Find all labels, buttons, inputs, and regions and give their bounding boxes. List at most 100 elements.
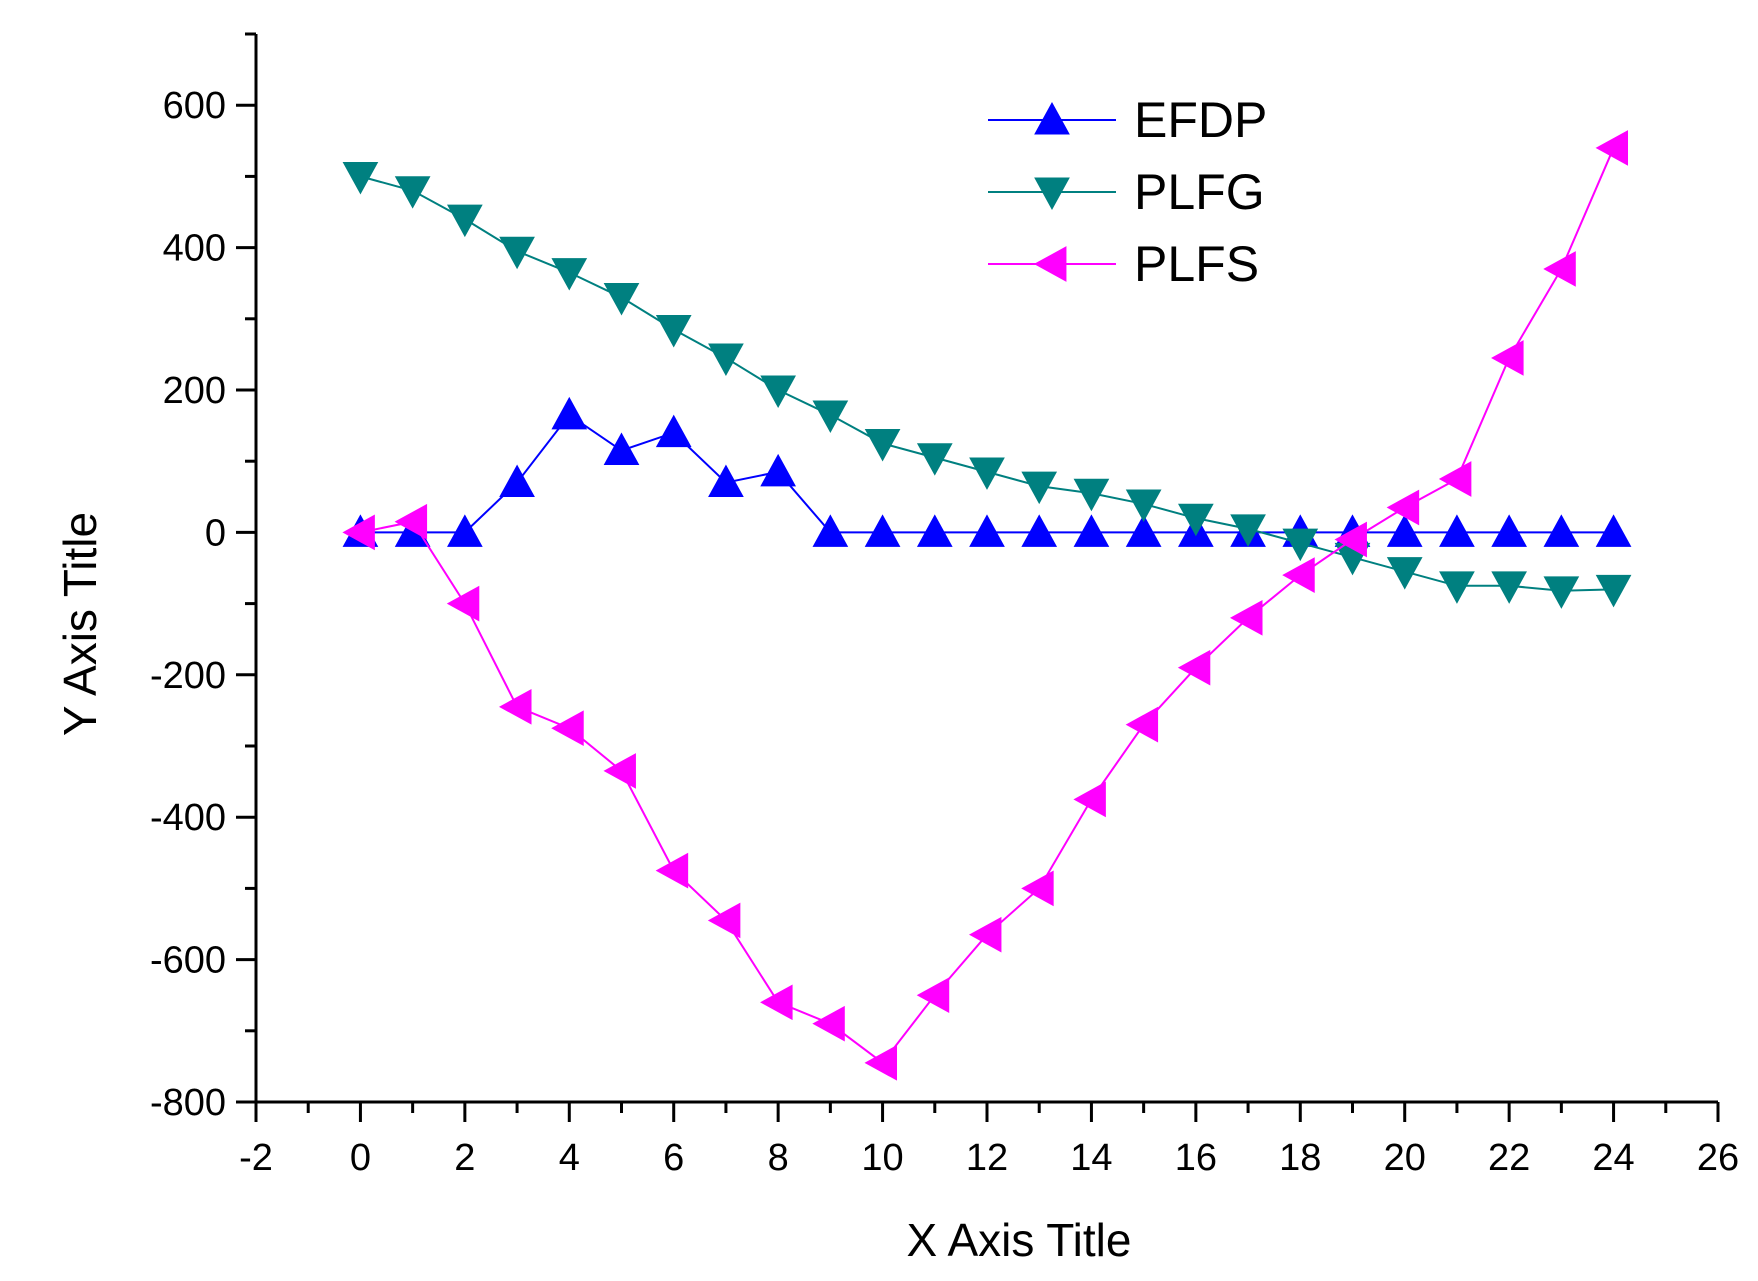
data-point-plfg bbox=[708, 343, 744, 376]
legend-label-plfs: PLFS bbox=[1134, 236, 1259, 292]
x-tick-label: 0 bbox=[350, 1137, 371, 1179]
data-point-plfs bbox=[1073, 781, 1106, 818]
data-point-efdp bbox=[1439, 514, 1475, 547]
data-point-plfg bbox=[812, 400, 849, 433]
y-tick-label: -600 bbox=[150, 940, 226, 982]
data-point-plfg bbox=[1125, 489, 1162, 522]
x-tick-label: 18 bbox=[1279, 1137, 1321, 1179]
legend-item-plfs: PLFS bbox=[988, 236, 1259, 292]
legend-marker-efdp bbox=[1034, 101, 1070, 135]
data-point-plfs bbox=[394, 503, 428, 540]
x-tick-label: -2 bbox=[239, 1137, 273, 1179]
data-point-plfs bbox=[1125, 706, 1159, 743]
data-point-efdp bbox=[1125, 514, 1162, 547]
data-point-plfg bbox=[1386, 557, 1423, 590]
data-point-efdp bbox=[708, 464, 744, 497]
data-point-plfg bbox=[499, 236, 535, 270]
legend-marker-plfs bbox=[1033, 246, 1067, 282]
data-point-plfs bbox=[707, 902, 741, 939]
data-point-plfg bbox=[916, 443, 953, 476]
data-point-plfg bbox=[1021, 471, 1058, 505]
series-plfg bbox=[342, 161, 1632, 609]
data-point-plfg bbox=[1230, 514, 1266, 547]
x-tick-label: 22 bbox=[1488, 1137, 1530, 1179]
data-point-efdp bbox=[864, 514, 901, 547]
series-plfs bbox=[342, 130, 1629, 1081]
x-tick-label: 24 bbox=[1592, 1137, 1634, 1179]
data-point-plfg bbox=[760, 375, 796, 409]
data-point-efdp bbox=[1386, 514, 1423, 547]
data-point-plfs bbox=[1386, 489, 1420, 526]
data-point-plfg bbox=[1439, 571, 1475, 604]
data-point-efdp bbox=[447, 514, 483, 547]
data-point-plfg bbox=[1543, 576, 1580, 609]
data-point-plfs bbox=[446, 585, 480, 622]
data-point-plfg bbox=[447, 204, 483, 238]
x-axis-title: X Axis Title bbox=[907, 1214, 1132, 1266]
data-point-plfg bbox=[1282, 528, 1319, 562]
y-tick-label: 0 bbox=[205, 512, 226, 554]
data-point-plfs bbox=[1230, 599, 1263, 636]
x-tick-label: 4 bbox=[559, 1137, 580, 1179]
x-axis-ticks: -2 0 2 4 6 8 10 12 14 16 18 20 22 24 26 bbox=[239, 1102, 1739, 1179]
data-point-efdp bbox=[812, 514, 849, 547]
data-point-plfs bbox=[864, 1044, 898, 1081]
axes: -2 0 2 4 6 8 10 12 14 16 18 20 22 24 26 -800-600-400-2… bbox=[150, 32, 1739, 1179]
x-tick-label: 10 bbox=[861, 1137, 903, 1179]
data-point-plfs bbox=[1438, 461, 1472, 497]
legend-item-efdp: EFDP bbox=[988, 92, 1267, 148]
data-point-efdp bbox=[655, 414, 692, 448]
x-tick-label: 6 bbox=[663, 1137, 684, 1179]
data-point-efdp bbox=[1595, 514, 1632, 547]
x-tick-label: 2 bbox=[454, 1137, 475, 1179]
data-point-plfs bbox=[812, 1005, 845, 1042]
data-point-efdp bbox=[551, 396, 588, 430]
x-tick-label: 12 bbox=[966, 1137, 1008, 1179]
data-point-plfs bbox=[499, 688, 532, 725]
y-axis-title: Y Axis Title bbox=[54, 512, 106, 736]
data-point-efdp bbox=[1021, 514, 1058, 547]
data-point-plfs bbox=[1334, 521, 1367, 558]
data-point-plfg bbox=[1491, 571, 1527, 604]
x-tick-label: 20 bbox=[1384, 1137, 1426, 1179]
y-tick-label: 200 bbox=[163, 370, 226, 412]
legend-label-plfg: PLFG bbox=[1134, 164, 1265, 220]
data-point-plfg bbox=[551, 258, 588, 291]
data-point-efdp bbox=[760, 453, 796, 487]
data-point-plfg bbox=[394, 176, 431, 209]
data-point-efdp bbox=[969, 514, 1005, 547]
data-point-plfs bbox=[1543, 251, 1576, 287]
x-tick-label: 26 bbox=[1697, 1137, 1739, 1179]
y-axis-ticks: -800 -600 -400 -200 0 200 400 600 bbox=[150, 32, 256, 1124]
data-point-efdp bbox=[1543, 514, 1580, 547]
data-point-plfs bbox=[1282, 557, 1315, 593]
data-point-plfs bbox=[916, 977, 950, 1014]
data-point-plfs bbox=[603, 753, 636, 789]
legend: EFDP PLFG PLFS bbox=[988, 92, 1267, 292]
data-point-plfs bbox=[342, 514, 375, 551]
data-point-plfg bbox=[864, 428, 901, 462]
data-point-efdp bbox=[1491, 514, 1527, 547]
legend-label-efdp: EFDP bbox=[1134, 92, 1267, 148]
data-point-plfs bbox=[1595, 130, 1629, 166]
data-point-efdp bbox=[499, 464, 535, 497]
data-point-plfs bbox=[551, 710, 584, 747]
y-tick-label: -800 bbox=[150, 1082, 226, 1124]
data-point-efdp bbox=[1073, 514, 1110, 547]
data-point-plfs bbox=[1177, 649, 1211, 686]
data-point-plfg bbox=[603, 283, 640, 316]
x-tick-label: 14 bbox=[1070, 1137, 1112, 1179]
data-point-plfs bbox=[968, 916, 1002, 953]
data-point-efdp bbox=[603, 432, 640, 465]
data-point-plfs bbox=[655, 852, 689, 889]
data-point-efdp bbox=[916, 514, 953, 547]
x-tick-label: 16 bbox=[1175, 1137, 1217, 1179]
legend-item-plfg: PLFG bbox=[988, 164, 1265, 220]
data-point-plfg bbox=[969, 457, 1005, 490]
data-point-plfg bbox=[342, 161, 379, 195]
y-tick-label: 400 bbox=[163, 228, 226, 270]
data-point-plfs bbox=[1021, 870, 1054, 907]
y-tick-label: -400 bbox=[150, 797, 226, 839]
x-tick-label: 8 bbox=[768, 1137, 789, 1179]
